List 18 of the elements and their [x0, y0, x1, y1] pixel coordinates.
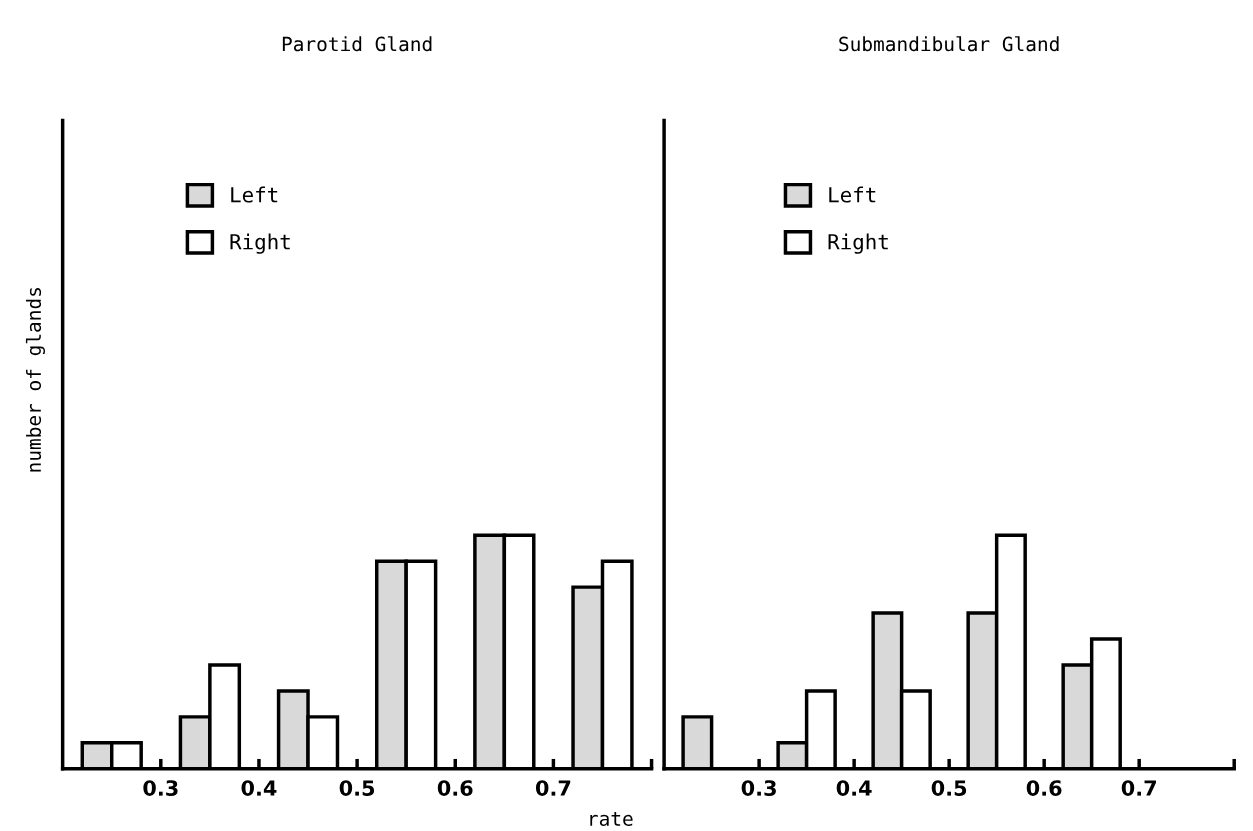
chart-title: Submandibular Gland [839, 36, 1059, 52]
legend-label: Right [230, 233, 290, 254]
x-tick-label: 0.7 [535, 780, 571, 796]
x-tick-label: 0.6 [1026, 780, 1062, 796]
x-tick-label: 0.3 [741, 780, 776, 796]
y-axis-title: number of glands [25, 288, 45, 472]
legend-label: Left [829, 186, 876, 203]
x-tick-label: 0.6 [437, 780, 473, 796]
x-tick-label: 0.3 [143, 780, 178, 796]
x-axis-title: rate [590, 812, 633, 826]
x-tick-label: 0.4 [241, 780, 277, 796]
chart-title: Parotid Gland [282, 36, 432, 52]
x-tick-label: 0.5 [931, 780, 967, 796]
legend-label: Left [231, 186, 278, 203]
legend-label: Right [828, 233, 888, 254]
x-tick-label: 0.4 [836, 780, 872, 796]
x-tick-label: 0.7 [1121, 780, 1156, 796]
x-tick-label: 0.5 [339, 780, 375, 796]
